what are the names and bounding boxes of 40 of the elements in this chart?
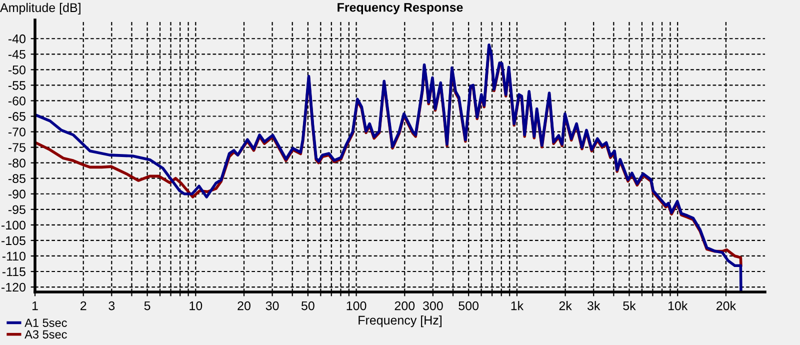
x-tick-label: 2 [80, 301, 86, 310]
y-tick-label: -50 [8, 65, 26, 74]
y-tick-label: -105 [2, 236, 26, 246]
x-tick-label: 10 [190, 301, 202, 310]
y-tick-label: -55 [8, 81, 26, 90]
y-tick-label: -65 [8, 112, 26, 121]
x-tick-label: 20 [238, 301, 250, 310]
y-tick-label: -85 [8, 174, 26, 184]
y-tick-label: -40 [8, 34, 26, 44]
y-tick-label: -45 [8, 50, 26, 59]
y-tick-label: -110 [2, 252, 26, 261]
y-axis-title: Amplitude [dB] [0, 2, 80, 15]
legend-label: A3 5sec [24, 330, 67, 339]
y-tick-label: -120 [2, 282, 26, 292]
x-tick-label: 300 [422, 301, 443, 310]
x-tick-label: 5k [623, 301, 636, 310]
y-tick-label: -95 [8, 205, 26, 214]
x-tick-label: 2k [559, 301, 572, 310]
x-tick-label: 10k [668, 301, 688, 310]
x-tick-label: 1k [511, 301, 524, 310]
x-tick-label: 5 [144, 301, 150, 310]
x-tick-label: 200 [394, 301, 415, 310]
x-tick-label: 1 [32, 301, 38, 310]
chart-title: Frequency Response [338, 3, 463, 14]
legend-label: A1 5sec [24, 318, 67, 327]
x-tick-label: 100 [346, 301, 366, 310]
y-tick-label: -80 [8, 158, 26, 168]
y-tick-label: -115 [2, 267, 26, 276]
x-axis-title: Frequency [Hz] [358, 315, 442, 328]
y-tick-label: -100 [2, 220, 26, 230]
y-tick-label: -90 [8, 190, 26, 199]
y-tick-label: -70 [8, 128, 26, 136]
x-tick-label: 50 [301, 301, 314, 310]
x-tick-label: 20k [716, 301, 736, 310]
y-tick-label: -75 [8, 143, 26, 152]
x-tick-label: 500 [458, 301, 479, 310]
x-tick-label: 30 [266, 301, 279, 310]
x-tick-label: 3k [587, 301, 600, 310]
x-tick-label: 3 [108, 301, 115, 310]
y-tick-label: -60 [8, 96, 26, 106]
